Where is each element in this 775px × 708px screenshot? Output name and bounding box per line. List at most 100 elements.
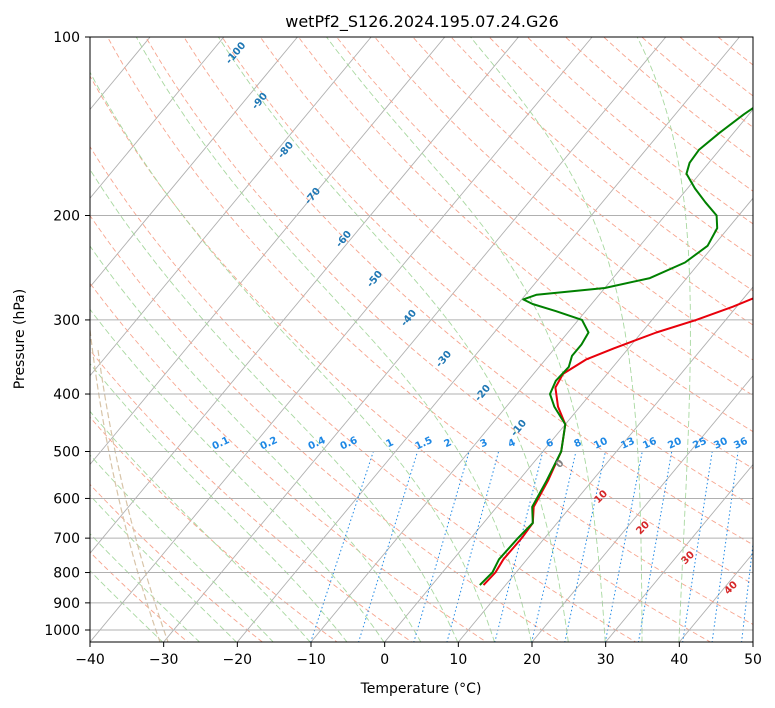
isotherm-line <box>236 37 740 642</box>
mixing-ratio-line <box>771 451 775 642</box>
isotherm-line <box>605 463 753 642</box>
moist-adiabat <box>90 494 237 642</box>
isotherm-line <box>90 37 446 466</box>
mixing-ratio-label: 20 <box>666 436 683 452</box>
mixing-ratio-label: 25 <box>691 436 708 452</box>
dry-adiabat <box>90 214 562 642</box>
dry-adiabat <box>259 37 753 470</box>
mixing-ratio-label: 10 <box>592 436 609 452</box>
dry-adiabat <box>183 37 753 546</box>
mixing-ratio-line <box>446 451 500 642</box>
moist-adiabat-label: 0 <box>554 458 567 471</box>
moist-adiabat-label: 10 <box>592 488 610 506</box>
y-tick-label: 800 <box>53 566 80 582</box>
dry-adiabat <box>107 37 753 625</box>
dry-adiabat <box>297 37 753 433</box>
mixing-ratio-label: 6 <box>544 437 555 450</box>
moist-adiabat <box>218 37 569 642</box>
dry-adiabat <box>90 483 264 642</box>
y-tick-label: 400 <box>53 387 80 403</box>
mixing-ratio-label: 1 <box>384 437 395 450</box>
mixing-ratio-line <box>531 451 577 642</box>
x-tick-label: 10 <box>449 652 467 668</box>
y-tick-label: 100 <box>53 30 80 46</box>
mixing-ratio-line <box>711 451 739 642</box>
isotherm-label: -40 <box>399 308 419 329</box>
moist-adiabat <box>470 37 643 642</box>
mixing-ratio-label: 0.4 <box>307 435 328 452</box>
y-axis-label: Pressure (hPa) <box>12 289 28 389</box>
x-tick-label: 20 <box>523 652 541 668</box>
isotherm-line <box>752 641 753 642</box>
dry-adiabat <box>336 37 753 396</box>
dry-adiabat <box>564 37 753 192</box>
moist-adiabat <box>90 454 274 642</box>
x-tick-label: 0 <box>380 652 389 668</box>
y-tick-label: 200 <box>53 209 80 225</box>
isotherm-line <box>90 37 372 377</box>
isotherm-line <box>531 375 753 642</box>
mixing-ratio-line <box>564 451 606 642</box>
isotherm-line <box>0 37 3 643</box>
mixing-ratio-label: 3 <box>478 437 489 450</box>
dashed-curve <box>97 349 169 642</box>
mixing-ratio-line <box>310 451 374 642</box>
moist-adiabat <box>90 410 311 642</box>
dry-adiabat <box>641 37 753 128</box>
dry-adiabat <box>488 37 753 258</box>
mixing-ratio-line <box>682 451 713 642</box>
isotherm-line <box>90 37 225 199</box>
dry-adiabat <box>90 145 637 642</box>
mixing-ratio-label: 0.1 <box>211 435 232 452</box>
moist-adiabat <box>90 533 201 642</box>
isotherm-line <box>310 108 753 642</box>
x-tick-label: 40 <box>670 652 688 668</box>
isotherm-line <box>90 37 519 554</box>
dry-adiabat <box>717 37 753 66</box>
x-tick-label: 30 <box>597 652 615 668</box>
dry-adiabat <box>374 37 753 361</box>
profile-line <box>479 106 753 586</box>
moist-adiabat <box>90 362 348 642</box>
mixing-ratio-label: 1.5 <box>414 435 435 452</box>
moist-adiabat <box>135 37 532 642</box>
profile-line <box>482 297 753 586</box>
y-tick-label: 300 <box>53 313 80 329</box>
isotherm-label: -100 <box>224 40 249 66</box>
moist-adiabat-label: 40 <box>722 579 740 597</box>
y-tick-label: 700 <box>53 531 80 547</box>
y-tick-label: 1000 <box>44 623 80 639</box>
x-tick-label: −20 <box>223 652 253 668</box>
isotherm-label: -90 <box>250 91 270 112</box>
mixing-ratio-line <box>494 451 544 642</box>
chart-title: wetPf2_S126.2024.195.07.24.G26 <box>285 12 559 32</box>
dry-adiabat <box>145 37 753 585</box>
moist-adiabat <box>90 168 459 642</box>
x-tick-label: −40 <box>75 652 105 668</box>
mixing-ratio-label: 4 <box>506 437 517 450</box>
isotherm-label: -80 <box>276 140 296 161</box>
mixing-ratio-label: 8 <box>572 437 583 450</box>
moist-adiabat <box>90 71 495 642</box>
x-tick-label: −30 <box>149 652 179 668</box>
isotherm-label: -30 <box>434 349 454 370</box>
dry-adiabat <box>90 349 413 642</box>
mixing-ratio-label: 36 <box>732 436 749 452</box>
mixing-ratio-line <box>413 451 470 642</box>
y-tick-label: 500 <box>53 444 80 460</box>
mixing-ratio-label: 0.6 <box>339 435 360 452</box>
moist-adiabat-label: 30 <box>679 549 697 567</box>
y-tick-label: 600 <box>53 491 80 507</box>
moist-adiabat <box>636 37 691 642</box>
plot-frame <box>89 36 754 643</box>
mixing-ratio-label: 2 <box>442 437 453 450</box>
mixing-ratio-label: 0.2 <box>259 435 280 452</box>
isotherm-line <box>163 37 667 642</box>
x-tick-label: −10 <box>296 652 326 668</box>
dashed-curve <box>90 329 161 642</box>
isotherm-line <box>90 37 593 642</box>
isotherm-line <box>457 286 753 642</box>
x-axis-label: Temperature (°C) <box>360 681 482 697</box>
x-tick-label: 50 <box>744 652 762 668</box>
